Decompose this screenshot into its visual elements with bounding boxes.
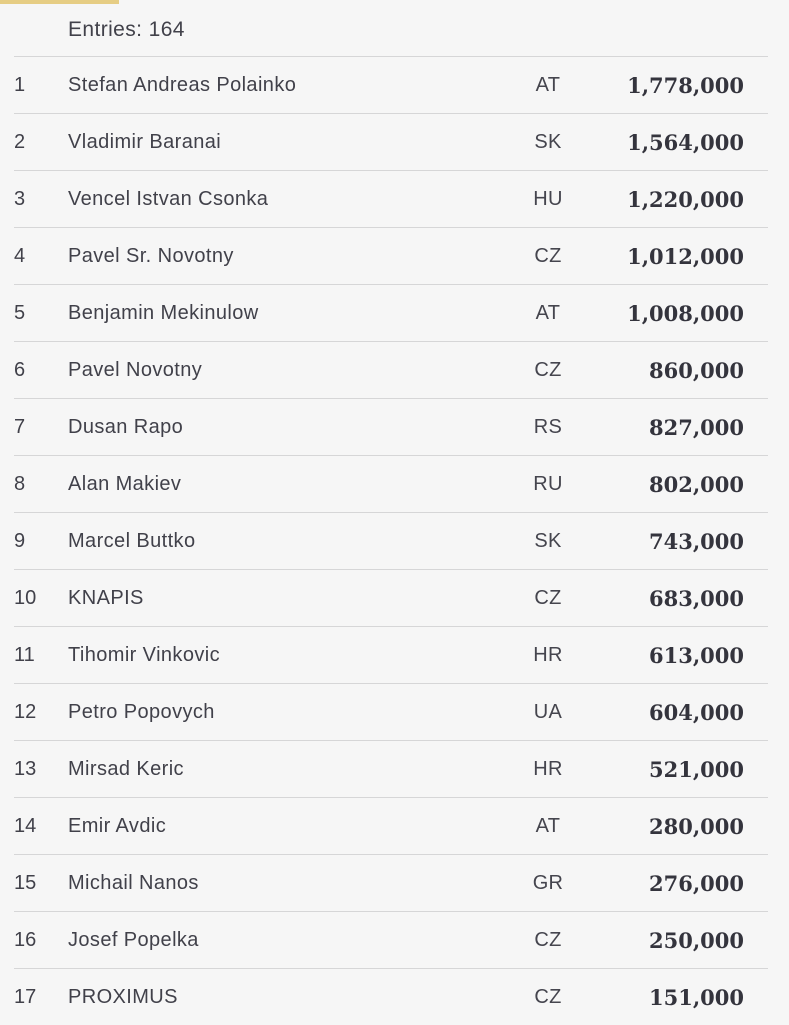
- country-code-cell: CZ: [534, 586, 562, 609]
- table-row: 3 Vencel Istvan Csonka HU 1,220,000: [14, 170, 768, 227]
- table-row: 7 Dusan Rapo RS 827,000: [14, 398, 768, 455]
- country-code-cell: CZ: [534, 985, 562, 1008]
- table-header: Entries: 164: [0, 0, 789, 56]
- table-row: 9 Marcel Buttko SK 743,000: [14, 512, 768, 569]
- player-name-cell: Dusan Rapo: [68, 415, 184, 438]
- rank-cell: 12: [14, 700, 37, 723]
- chip-count-cell: 250,000: [649, 927, 744, 953]
- country-code-cell: UA: [533, 700, 563, 723]
- country-code-cell: AT: [535, 301, 561, 324]
- chip-count-table: 1 Stefan Andreas Polainko AT 1,778,000 2…: [0, 56, 789, 1025]
- player-name-cell: PROXIMUS: [68, 985, 178, 1008]
- accent-progress-bar: [0, 0, 119, 4]
- chip-count-cell: 604,000: [649, 699, 744, 725]
- table-row: 8 Alan Makiev RU 802,000: [14, 455, 768, 512]
- table-row: 6 Pavel Novotny CZ 860,000: [14, 341, 768, 398]
- table-row: 11 Tihomir Vinkovic HR 613,000: [14, 626, 768, 683]
- rank-cell: 7: [14, 415, 26, 438]
- player-name-cell: Tihomir Vinkovic: [68, 643, 220, 666]
- table-row: 12 Petro Popovych UA 604,000: [14, 683, 768, 740]
- country-code-cell: HR: [533, 757, 563, 780]
- rank-cell: 1: [14, 73, 26, 96]
- country-code-cell: AT: [535, 73, 561, 96]
- table-row: 5 Benjamin Mekinulow AT 1,008,000: [14, 284, 768, 341]
- player-name-cell: Mirsad Keric: [68, 757, 184, 780]
- country-code-cell: SK: [534, 130, 562, 153]
- player-name-cell: Michail Nanos: [68, 871, 199, 894]
- player-name-cell: Pavel Sr. Novotny: [68, 244, 234, 267]
- rank-cell: 4: [14, 244, 26, 267]
- player-name-cell: KNAPIS: [68, 586, 144, 609]
- player-name-cell: Alan Makiev: [68, 472, 182, 495]
- country-code-cell: RU: [533, 472, 563, 495]
- chip-count-cell: 683,000: [649, 585, 744, 611]
- chip-count-cell: 860,000: [649, 357, 744, 383]
- table-row: 1 Stefan Andreas Polainko AT 1,778,000: [14, 56, 768, 113]
- country-code-cell: CZ: [534, 244, 562, 267]
- rank-cell: 11: [14, 643, 35, 666]
- player-name-cell: Stefan Andreas Polainko: [68, 73, 297, 96]
- table-row: 16 Josef Popelka CZ 250,000: [14, 911, 768, 968]
- player-name-cell: Emir Avdic: [68, 814, 167, 837]
- chip-count-cell: 1,220,000: [627, 186, 744, 212]
- rank-cell: 2: [14, 130, 26, 153]
- table-row: 14 Emir Avdic AT 280,000: [14, 797, 768, 854]
- country-code-cell: GR: [532, 871, 564, 894]
- rank-cell: 3: [14, 187, 26, 210]
- chip-count-cell: 1,778,000: [627, 72, 744, 98]
- chip-count-cell: 827,000: [649, 414, 744, 440]
- country-code-cell: HR: [533, 643, 563, 666]
- table-row: 15 Michail Nanos GR 276,000: [14, 854, 768, 911]
- country-code-cell: AT: [535, 814, 561, 837]
- chip-count-cell: 280,000: [649, 813, 744, 839]
- rank-cell: 17: [14, 985, 37, 1008]
- chip-count-cell: 1,564,000: [627, 129, 744, 155]
- country-code-cell: CZ: [534, 358, 562, 381]
- table-row: 13 Mirsad Keric HR 521,000: [14, 740, 768, 797]
- rank-cell: 16: [14, 928, 37, 951]
- rank-cell: 15: [14, 871, 37, 894]
- chip-count-cell: 802,000: [649, 471, 744, 497]
- rank-cell: 13: [14, 757, 37, 780]
- rank-cell: 10: [14, 586, 37, 609]
- rank-cell: 9: [14, 529, 26, 552]
- chip-count-cell: 151,000: [649, 984, 744, 1010]
- chip-count-cell: 613,000: [649, 642, 744, 668]
- country-code-cell: RS: [533, 415, 563, 438]
- entries-count-label: Entries: 164: [68, 18, 185, 41]
- country-code-cell: SK: [534, 529, 562, 552]
- rank-cell: 14: [14, 814, 37, 837]
- chip-count-cell: 1,008,000: [627, 300, 744, 326]
- player-name-cell: Josef Popelka: [68, 928, 199, 951]
- table-row: 2 Vladimir Baranai SK 1,564,000: [14, 113, 768, 170]
- player-name-cell: Pavel Novotny: [68, 358, 203, 381]
- player-name-cell: Petro Popovych: [68, 700, 215, 723]
- player-name-cell: Vencel Istvan Csonka: [68, 187, 269, 210]
- chip-count-cell: 1,012,000: [627, 243, 744, 269]
- player-name-cell: Marcel Buttko: [68, 529, 196, 552]
- player-name-cell: Benjamin Mekinulow: [68, 301, 259, 324]
- rank-cell: 8: [14, 472, 26, 495]
- table-row: 10 KNAPIS CZ 683,000: [14, 569, 768, 626]
- table-row: 4 Pavel Sr. Novotny CZ 1,012,000: [14, 227, 768, 284]
- rank-cell: 6: [14, 358, 26, 381]
- chip-count-cell: 276,000: [649, 870, 744, 896]
- rank-cell: 5: [14, 301, 26, 324]
- country-code-cell: HU: [533, 187, 563, 210]
- chip-count-cell: 743,000: [649, 528, 744, 554]
- table-row: 17 PROXIMUS CZ 151,000: [14, 968, 768, 1025]
- country-code-cell: CZ: [534, 928, 562, 951]
- player-name-cell: Vladimir Baranai: [68, 130, 222, 153]
- chip-count-cell: 521,000: [649, 756, 744, 782]
